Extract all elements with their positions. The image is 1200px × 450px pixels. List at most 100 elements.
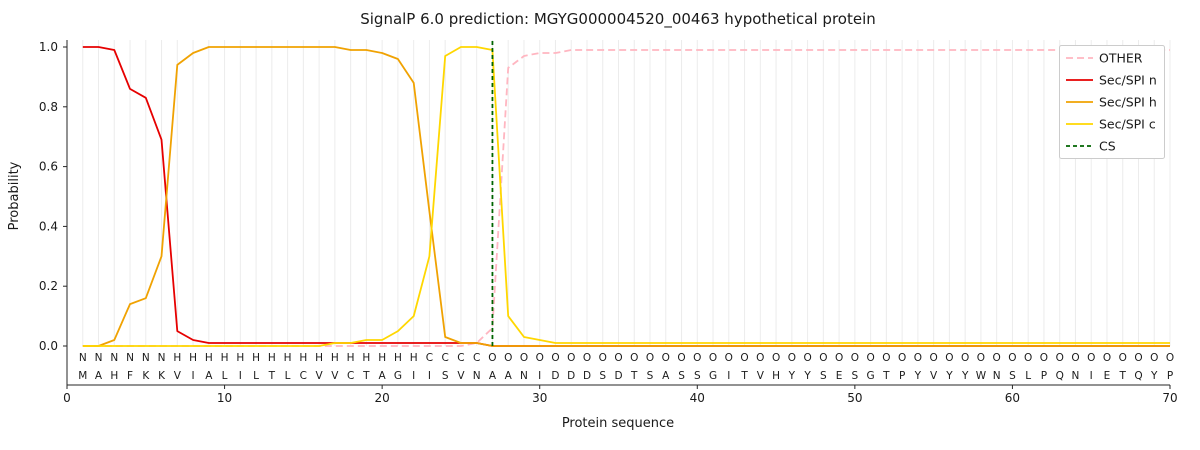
region-label: O [567,352,575,364]
region-label: O [614,352,622,364]
residue-letter: V [316,370,324,382]
residue-letter: S [678,370,685,382]
region-label: N [158,352,166,364]
residue-letter: T [268,370,276,382]
residue-letter: C [347,370,354,382]
region-label: O [693,352,701,364]
region-label: O [583,352,591,364]
region-label: O [709,352,717,364]
residue-letter: S [599,370,606,382]
residue-letter: I [538,370,541,382]
region-label: O [520,352,528,364]
residue-letter: Q [1134,370,1142,382]
residue-letter: S [1009,370,1016,382]
region-label: O [1056,352,1064,364]
residue-letter: A [662,370,670,382]
x-tick-label: 40 [690,391,705,405]
residue-letter: Y [914,370,922,382]
residue-letter: T [362,370,370,382]
residue-letter: G [394,370,402,382]
legend-item: CS [1066,139,1116,154]
region-label: O [1024,352,1032,364]
region-label: O [993,352,1001,364]
residue-letter: N [473,370,481,382]
region-label: N [95,352,103,364]
region-label: H [362,352,370,364]
region-label: O [551,352,559,364]
region-label: H [378,352,386,364]
region-label: O [961,352,969,364]
residue-letter: V [930,370,938,382]
residue-letter: T [630,370,638,382]
residue-letter: K [142,370,150,382]
region-label: O [646,352,654,364]
residue-letter: T [740,370,748,382]
residue-letter: D [614,370,622,382]
residue-letter: N [1072,370,1080,382]
residue-letter: S [694,370,701,382]
residue-letter: I [428,370,431,382]
region-label: H [189,352,197,364]
x-tick-label: 50 [847,391,862,405]
y-tick-label: 0.4 [39,219,58,233]
residue-letter: Y [945,370,953,382]
region-label: O [1150,352,1158,364]
residue-letter: E [836,370,843,382]
region-label: H [205,352,213,364]
series-line-sec-spi-h [82,46,1170,347]
region-label: O [677,352,685,364]
region-label: O [835,352,843,364]
residue-letter: W [976,370,987,382]
legend-item: Sec/SPI n [1066,73,1157,88]
residue-letter: P [899,370,905,382]
legend-item-label: Sec/SPI c [1099,117,1156,132]
legend-item-label: OTHER [1099,51,1143,66]
residue-letter: I [192,370,195,382]
region-label: N [110,352,118,364]
region-label: H [299,352,307,364]
region-label: O [882,352,890,364]
region-label: C [426,352,433,364]
residue-letter: C [300,370,307,382]
residue-letter: Y [788,370,796,382]
region-label: N [142,352,150,364]
residue-letter: Y [1150,370,1158,382]
region-label: H [347,352,355,364]
region-label: O [1103,352,1111,364]
residue-letter: A [95,370,103,382]
residue-letter: T [882,370,890,382]
x-tick-label: 70 [1162,391,1177,405]
region-label: H [252,352,260,364]
y-tick-label: 0.2 [39,279,58,293]
residue-letter: A [205,370,213,382]
region-label: O [536,352,544,364]
legend-item-label: CS [1099,139,1116,154]
residue-letter: I [727,370,730,382]
region-label: O [504,352,512,364]
residue-letter: A [379,370,387,382]
region-label: O [1134,352,1142,364]
residue-letter: F [127,370,133,382]
residue-letter: A [489,370,497,382]
residue-letter: L [253,370,259,382]
residue-letter: H [110,370,118,382]
region-label: O [914,352,922,364]
legend: OTHER Sec/SPI n Sec/SPI h Sec/SPI c CS [1059,45,1165,159]
residue-letter: N [993,370,1001,382]
chart-title: SignalP 6.0 prediction: MGYG000004520_00… [360,10,876,29]
region-label: C [457,352,464,364]
y-axis-label: Probability [7,161,22,230]
region-label: O [1166,352,1174,364]
residue-letter: Y [803,370,811,382]
region-label: O [662,352,670,364]
residue-letter: Q [1056,370,1064,382]
legend-item: Sec/SPI c [1066,117,1156,132]
region-label: H [410,352,418,364]
region-label: H [236,352,244,364]
x-tick-label: 60 [1005,391,1020,405]
residue-letter: V [757,370,765,382]
region-label: O [803,352,811,364]
region-label: O [488,352,496,364]
residue-letter: D [567,370,575,382]
